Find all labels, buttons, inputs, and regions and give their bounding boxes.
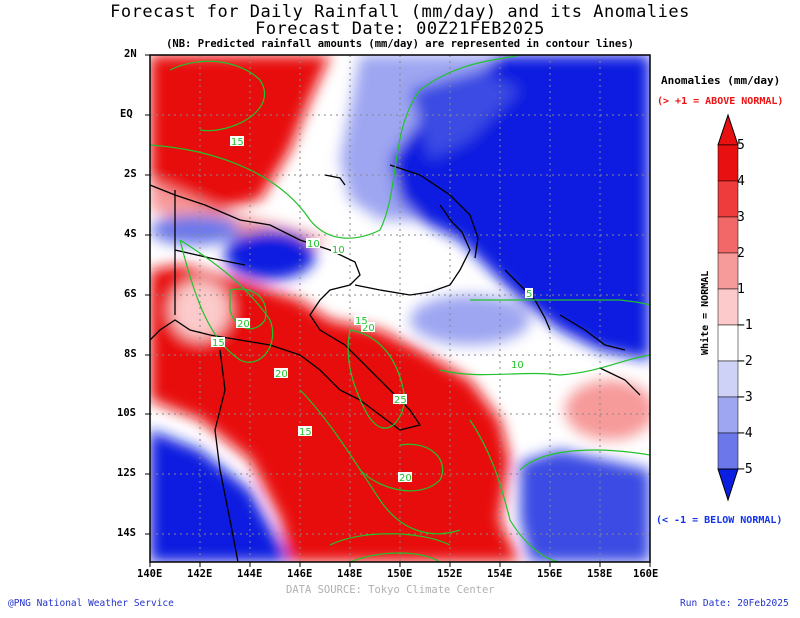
- colorbar-label: −1: [737, 318, 753, 333]
- x-tick-label: 160E: [633, 568, 659, 580]
- x-tick-label: 144E: [237, 568, 263, 580]
- contour-label: 15: [355, 316, 368, 327]
- map-title: Forecast for Daily Rainfall (mm/day) and…: [110, 2, 690, 22]
- contour-label: 15: [299, 427, 312, 438]
- y-tick-label: 4S: [124, 228, 137, 240]
- legend-above-normal: (> +1 = ABOVE NORMAL): [657, 96, 784, 107]
- x-tick-label: 142E: [187, 568, 213, 580]
- legend-below-normal: (< -1 = BELOW NORMAL): [656, 515, 783, 526]
- colorbar-label: −3: [737, 390, 753, 405]
- coastlines: [150, 164, 641, 562]
- x-tick-label: 150E: [387, 568, 413, 580]
- colorbar-label: −5: [737, 462, 753, 477]
- contour-label: 20: [362, 323, 375, 334]
- contour-label: 10: [307, 239, 320, 250]
- y-tick-label: EQ: [120, 108, 133, 120]
- contour-label: 10: [332, 245, 345, 256]
- colorbar-label: −4: [737, 426, 753, 441]
- y-tick-label: 6S: [124, 288, 137, 300]
- rainfall-contours: [150, 55, 650, 562]
- x-tick-label: 140E: [137, 568, 163, 580]
- y-tick-label: 2N: [124, 48, 137, 60]
- data-source: DATA SOURCE: Tokyo Climate Center: [286, 584, 495, 596]
- colorbar-label: 3: [737, 210, 745, 225]
- y-tick-label: 2S: [124, 168, 137, 180]
- credit-line: @PNG National Weather Service: [8, 598, 174, 609]
- legend-normal-note: White = NORMAL: [700, 270, 711, 355]
- x-tick-label: 152E: [437, 568, 463, 580]
- contour-label: 10: [511, 360, 524, 371]
- y-tick-label: 12S: [117, 467, 136, 479]
- y-tick-label: 14S: [117, 527, 136, 539]
- colorbar-label: 4: [737, 174, 745, 189]
- contour-note: (NB: Predicted rainfall amounts (mm/day)…: [166, 38, 634, 50]
- contour-label: 15: [231, 137, 244, 148]
- colorbar-label: 5: [737, 138, 745, 153]
- x-tick-label: 158E: [587, 568, 613, 580]
- contour-label: 20: [237, 319, 250, 330]
- colorbar-label: 1: [737, 282, 745, 297]
- y-tick-label: 10S: [117, 407, 136, 419]
- x-tick-label: 154E: [487, 568, 513, 580]
- contour-label: 25: [394, 395, 407, 406]
- x-tick-label: 148E: [337, 568, 363, 580]
- colorbar-label: 2: [737, 246, 745, 261]
- y-tick-label: 8S: [124, 348, 137, 360]
- contour-label-group: 15 10 10 20 20 15 15 20 10 5 25 15 20: [211, 136, 533, 484]
- contour-label: 15: [212, 338, 225, 349]
- contour-label: 5: [526, 289, 532, 300]
- run-date: Run Date: 20Feb2025: [680, 598, 789, 609]
- legend-title: Anomalies (mm/day): [661, 74, 781, 87]
- colorbar-label: −2: [737, 354, 753, 369]
- forecast-date: Forecast Date: 00Z21FEB2025: [255, 19, 545, 39]
- contour-label: 20: [275, 369, 288, 380]
- x-tick-label: 156E: [537, 568, 563, 580]
- x-tick-label: 146E: [287, 568, 313, 580]
- contour-label: 20: [399, 473, 412, 484]
- anomaly-colorbar: [717, 113, 739, 502]
